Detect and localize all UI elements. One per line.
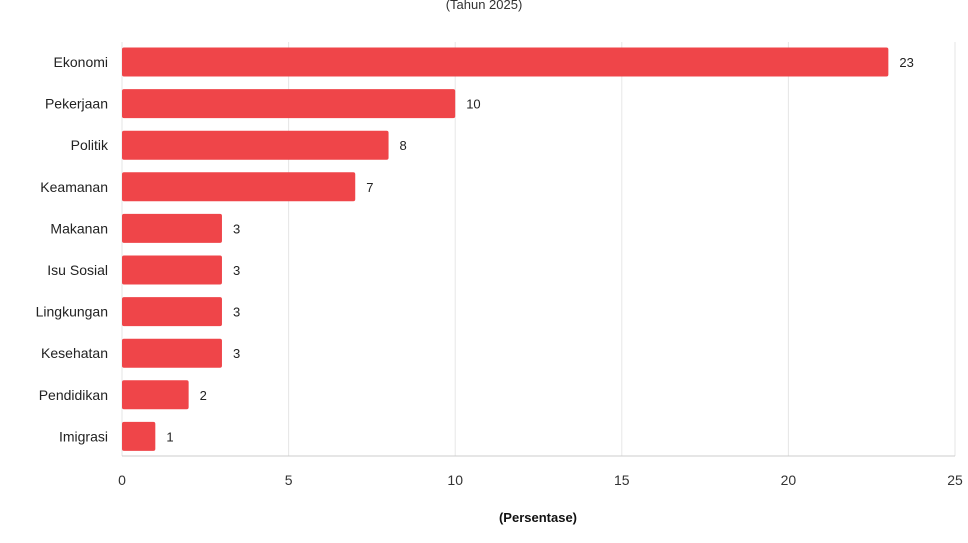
- category-label: Politik: [71, 137, 109, 153]
- bar: [122, 47, 889, 77]
- category-label: Imigrasi: [59, 428, 108, 444]
- bar: [122, 89, 456, 119]
- x-axis-ticks: 0 5 10 15 20 25: [118, 472, 963, 488]
- x-tick-label: 15: [614, 472, 630, 488]
- category-label: Pendidikan: [39, 387, 108, 403]
- category-label: Isu Sosial: [47, 262, 108, 278]
- bar: [122, 338, 222, 368]
- x-tick-label: 10: [447, 472, 463, 488]
- value-label: 7: [366, 180, 373, 195]
- chart-subtitle: (Tahun 2025): [446, 0, 523, 12]
- value-label: 2: [200, 388, 207, 403]
- bars: [122, 47, 889, 451]
- bar: [122, 297, 222, 327]
- bar: [122, 130, 389, 160]
- category-label: Kesehatan: [41, 345, 108, 361]
- category-label: Lingkungan: [36, 304, 108, 320]
- category-label: Ekonomi: [54, 54, 108, 70]
- value-label: 1: [166, 429, 173, 444]
- value-label: 8: [400, 138, 407, 153]
- bar: [122, 172, 356, 202]
- category-labels: Ekonomi Pekerjaan Politik Keamanan Makanan Is…: [36, 54, 109, 444]
- value-label: 10: [466, 97, 480, 112]
- x-tick-label: 25: [947, 472, 963, 488]
- value-label: 3: [233, 305, 240, 320]
- bar: [122, 380, 189, 410]
- value-label: 23: [899, 55, 913, 70]
- value-labels: 23 10 8 7 3 3 3 3 2 1: [166, 55, 914, 444]
- bar: [122, 421, 156, 451]
- value-label: 3: [233, 263, 240, 278]
- x-tick-label: 0: [118, 472, 126, 488]
- category-label: Keamanan: [40, 179, 108, 195]
- bar: [122, 255, 222, 285]
- bar: [122, 213, 222, 243]
- x-tick-label: 20: [781, 472, 797, 488]
- x-tick-label: 5: [285, 472, 293, 488]
- category-label: Pekerjaan: [45, 96, 108, 112]
- x-axis-title: (Persentase): [499, 510, 577, 525]
- value-label: 3: [233, 346, 240, 361]
- category-label: Makanan: [50, 220, 108, 236]
- value-label: 3: [233, 221, 240, 236]
